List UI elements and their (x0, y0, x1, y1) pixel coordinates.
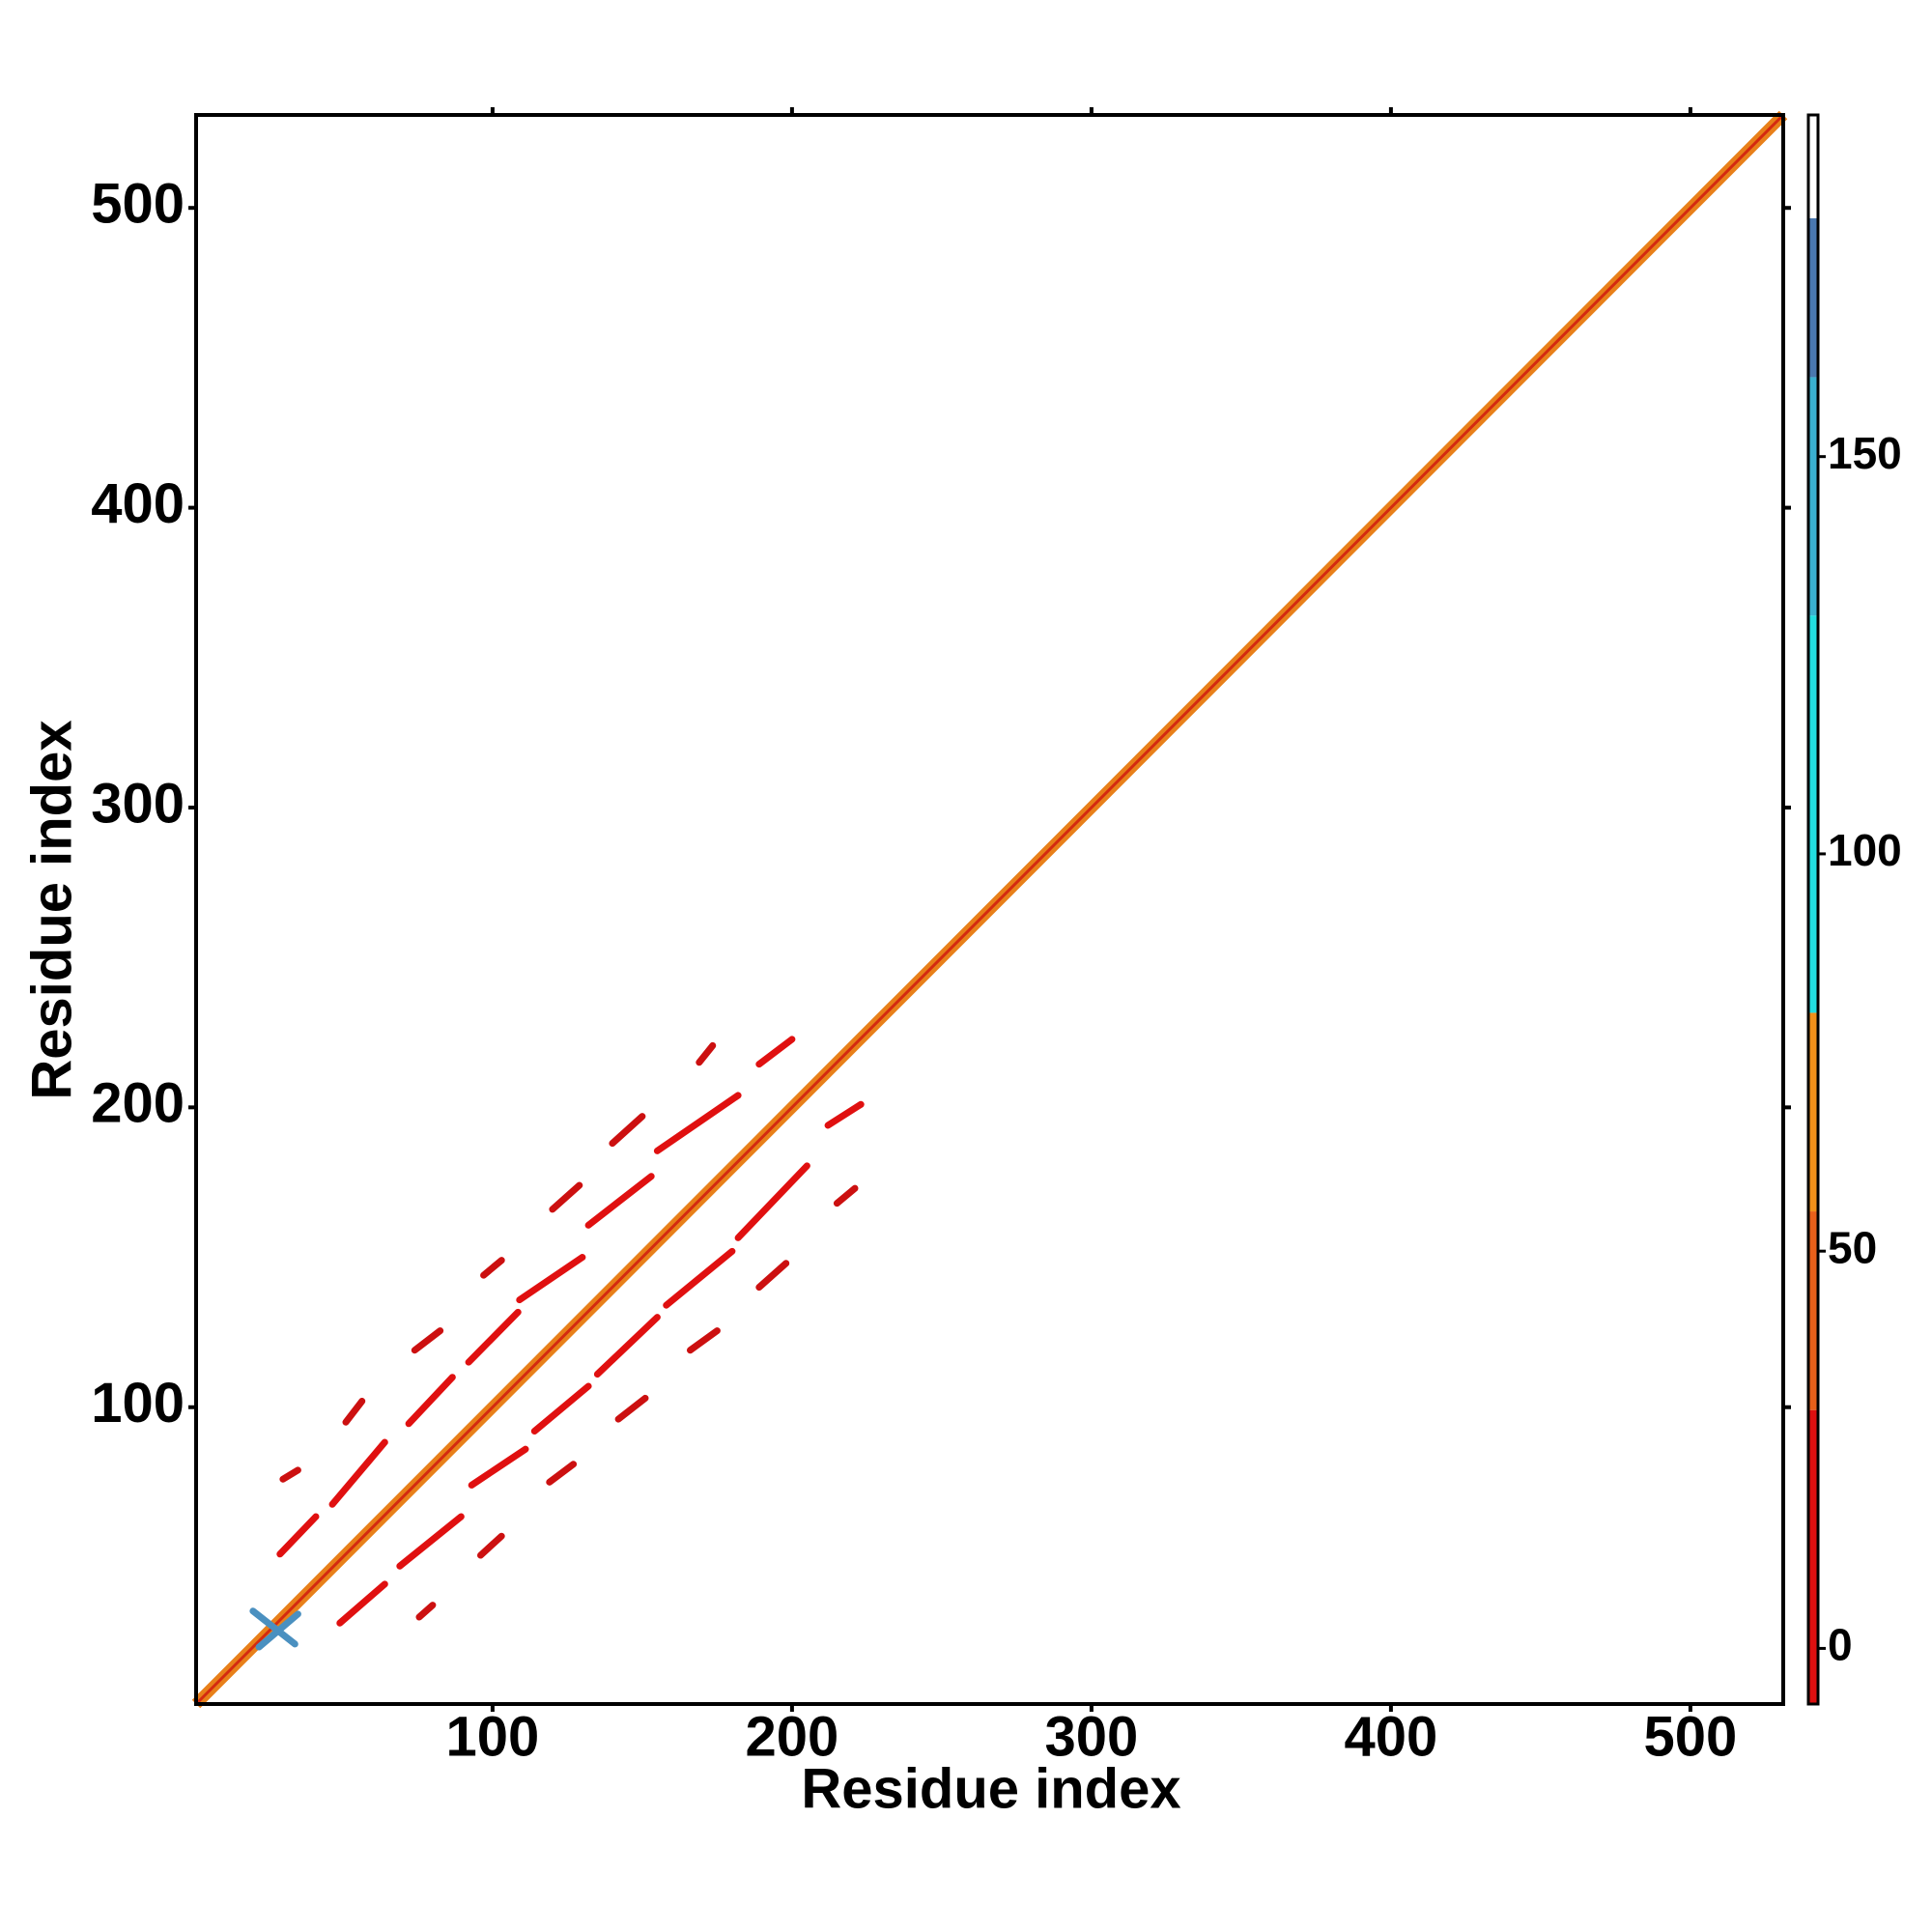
contact-segment (755, 1260, 790, 1292)
contact-segment (249, 1607, 298, 1648)
contact-segment (687, 1327, 721, 1354)
colorbar-frame (1806, 113, 1820, 1706)
y-tick-label: 400 (91, 472, 185, 535)
contact-segment (755, 1036, 796, 1068)
contact-segment (336, 1580, 388, 1627)
contact-segment (833, 1184, 859, 1208)
contact-segment (342, 1398, 366, 1426)
contact-segment (465, 1308, 522, 1366)
contact-segment (279, 1466, 301, 1483)
y-axis-label: Residue index (20, 720, 83, 1099)
diagonal-core (194, 113, 1785, 1706)
contact-segment (584, 1173, 655, 1229)
contact-segment (824, 1100, 865, 1129)
contact-segment (653, 1092, 742, 1154)
contact-segment (480, 1257, 505, 1279)
colorbar-band (1808, 115, 1818, 218)
contact-segment (696, 1041, 717, 1066)
colorbar-tick-label: 150 (1828, 428, 1902, 478)
x-tick-label: 500 (1644, 1705, 1738, 1768)
contact-segment (328, 1438, 388, 1508)
colorbar-band (1808, 1409, 1818, 1704)
contact-segment (663, 1247, 736, 1309)
colorbar-tick-label: 0 (1828, 1620, 1853, 1670)
x-tick-label: 100 (446, 1705, 540, 1768)
y-tick-label: 300 (91, 772, 185, 835)
x-axis-label: Residue index (801, 1757, 1180, 1820)
x-tick-label: 400 (1345, 1705, 1438, 1768)
colorbar-band (1808, 1012, 1818, 1212)
colorbar-band (1808, 1211, 1818, 1410)
contact-segment (530, 1382, 592, 1435)
contact-segment (396, 1513, 465, 1570)
colorbar-band (1808, 217, 1818, 378)
contact-segment (734, 1162, 810, 1241)
contact-segment (468, 1445, 529, 1489)
contact-segment (549, 1181, 583, 1213)
x-tick-label: 200 (746, 1705, 839, 1768)
contact-segment (276, 1513, 320, 1558)
y-tick-label: 100 (91, 1372, 185, 1435)
contact-segment (477, 1532, 505, 1559)
contact-segment (255, 1610, 301, 1651)
contact-segment (614, 1394, 649, 1423)
contact-segment (546, 1461, 578, 1486)
plot-frame (194, 113, 1785, 1706)
contact-segment (411, 1327, 444, 1354)
contact-segment (415, 1602, 437, 1621)
colorbar-band (1808, 377, 1818, 616)
colorbar-tick-label: 100 (1828, 825, 1902, 875)
contact-segment (609, 1113, 646, 1148)
contact-segment (516, 1254, 586, 1304)
contact-segment (405, 1374, 456, 1428)
x-tick-label: 300 (1045, 1705, 1139, 1768)
y-tick-label: 500 (91, 173, 185, 236)
colorbar-band (1808, 615, 1818, 1013)
contact-segment (593, 1314, 661, 1378)
colorbar-tick-label: 50 (1828, 1222, 1877, 1272)
y-tick-label: 200 (91, 1072, 185, 1135)
